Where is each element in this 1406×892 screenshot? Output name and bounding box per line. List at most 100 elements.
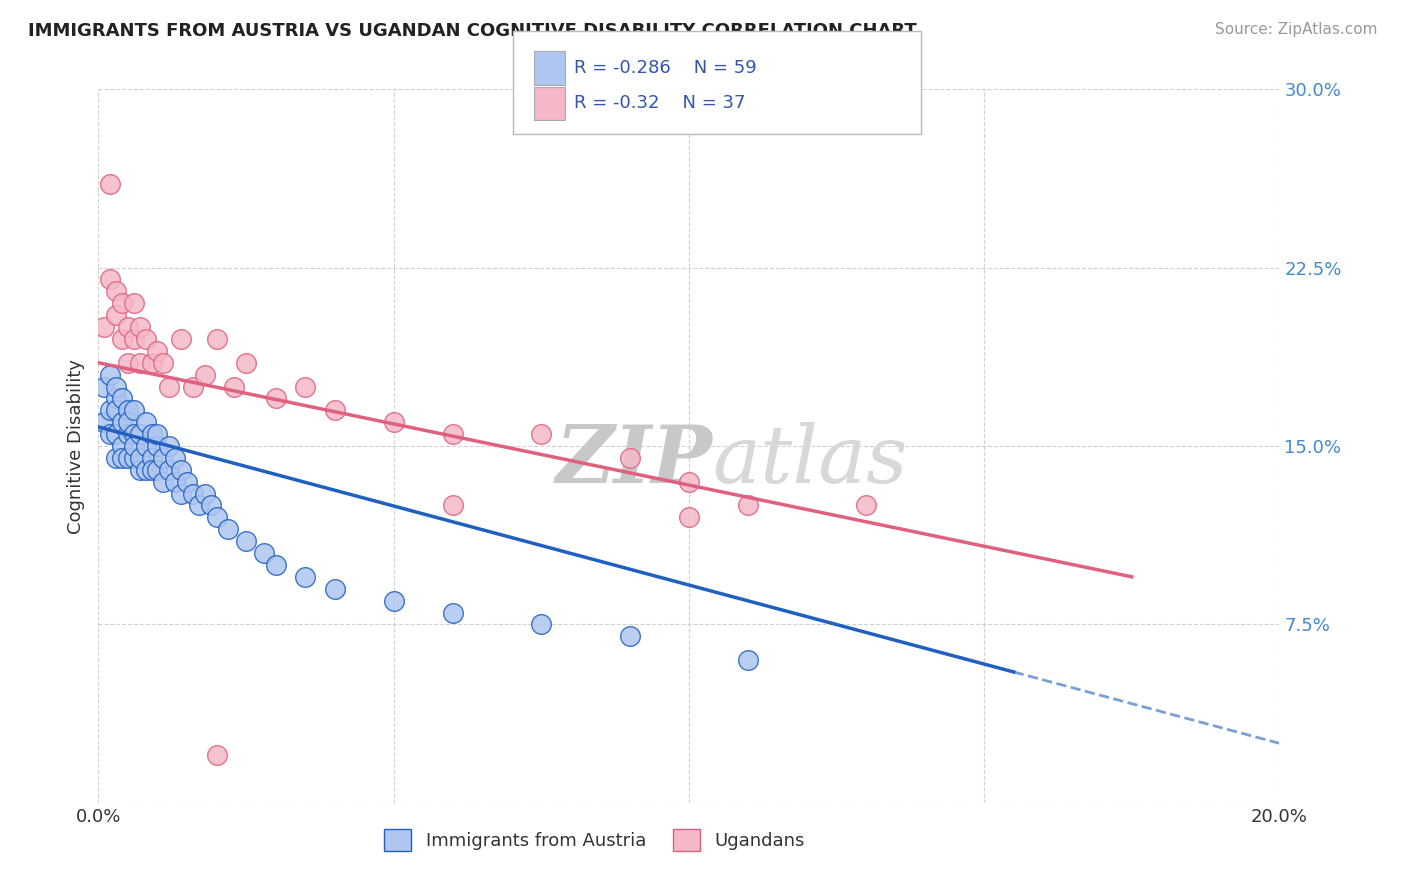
Point — [181, 379, 204, 393]
Point — [111, 392, 134, 406]
Point — [678, 475, 700, 489]
Point — [737, 653, 759, 667]
Point — [98, 272, 121, 286]
Point — [105, 308, 128, 322]
Point — [146, 343, 169, 358]
Point — [111, 415, 134, 429]
Point — [530, 427, 553, 442]
Point — [93, 320, 115, 334]
Point — [157, 463, 180, 477]
Point — [619, 450, 641, 465]
Legend: Immigrants from Austria, Ugandans: Immigrants from Austria, Ugandans — [377, 822, 813, 858]
Point — [141, 356, 163, 370]
Point — [224, 379, 246, 393]
Point — [264, 558, 287, 572]
Point — [98, 427, 121, 442]
Point — [165, 450, 187, 465]
Point — [117, 403, 139, 417]
Point — [323, 403, 346, 417]
Point — [135, 463, 157, 477]
Point — [152, 475, 174, 489]
Point — [165, 475, 187, 489]
Point — [135, 332, 157, 346]
Point — [128, 463, 150, 477]
Point — [382, 415, 405, 429]
Point — [117, 356, 139, 370]
Point — [152, 450, 174, 465]
Point — [122, 296, 145, 310]
Point — [135, 415, 157, 429]
Point — [176, 475, 198, 489]
Point — [117, 427, 139, 442]
Point — [105, 450, 128, 465]
Point — [111, 450, 134, 465]
Point — [141, 450, 163, 465]
Point — [117, 450, 139, 465]
Point — [152, 356, 174, 370]
Point — [441, 427, 464, 442]
Point — [111, 296, 134, 310]
Point — [737, 499, 759, 513]
Text: R = -0.32    N = 37: R = -0.32 N = 37 — [574, 95, 745, 112]
Point — [93, 415, 115, 429]
Point — [128, 320, 150, 334]
Point — [146, 463, 169, 477]
Point — [855, 499, 877, 513]
Point — [122, 439, 145, 453]
Point — [98, 403, 121, 417]
Point — [217, 522, 239, 536]
Point — [111, 439, 134, 453]
Point — [141, 427, 163, 442]
Point — [122, 332, 145, 346]
Point — [382, 593, 405, 607]
Point — [200, 499, 222, 513]
Point — [170, 463, 193, 477]
Point — [105, 285, 128, 299]
Point — [441, 499, 464, 513]
Point — [441, 606, 464, 620]
Point — [181, 486, 204, 500]
Point — [157, 379, 180, 393]
Point — [194, 486, 217, 500]
Point — [170, 486, 193, 500]
Point — [98, 178, 121, 192]
Point — [294, 570, 316, 584]
Point — [128, 356, 150, 370]
Point — [194, 368, 217, 382]
Text: IMMIGRANTS FROM AUSTRIA VS UGANDAN COGNITIVE DISABILITY CORRELATION CHART: IMMIGRANTS FROM AUSTRIA VS UGANDAN COGNI… — [28, 22, 917, 40]
Point — [294, 379, 316, 393]
Point — [122, 450, 145, 465]
Text: R = -0.286    N = 59: R = -0.286 N = 59 — [574, 59, 756, 77]
Point — [105, 403, 128, 417]
Point — [128, 450, 150, 465]
Point — [530, 617, 553, 632]
Point — [122, 427, 145, 442]
Point — [111, 332, 134, 346]
Point — [135, 439, 157, 453]
Point — [117, 415, 139, 429]
Point — [128, 427, 150, 442]
Point — [235, 534, 257, 549]
Point — [253, 546, 276, 560]
Point — [141, 463, 163, 477]
Point — [678, 510, 700, 524]
Point — [235, 356, 257, 370]
Point — [205, 748, 228, 763]
Point — [105, 427, 128, 442]
Point — [264, 392, 287, 406]
Point — [117, 320, 139, 334]
Point — [146, 439, 169, 453]
Point — [105, 392, 128, 406]
Point — [93, 379, 115, 393]
Point — [187, 499, 209, 513]
Text: atlas: atlas — [713, 422, 908, 499]
Y-axis label: Cognitive Disability: Cognitive Disability — [66, 359, 84, 533]
Point — [323, 582, 346, 596]
Point — [122, 403, 145, 417]
Point — [170, 332, 193, 346]
Point — [205, 510, 228, 524]
Point — [157, 439, 180, 453]
Point — [619, 629, 641, 643]
Point — [146, 427, 169, 442]
Point — [205, 332, 228, 346]
